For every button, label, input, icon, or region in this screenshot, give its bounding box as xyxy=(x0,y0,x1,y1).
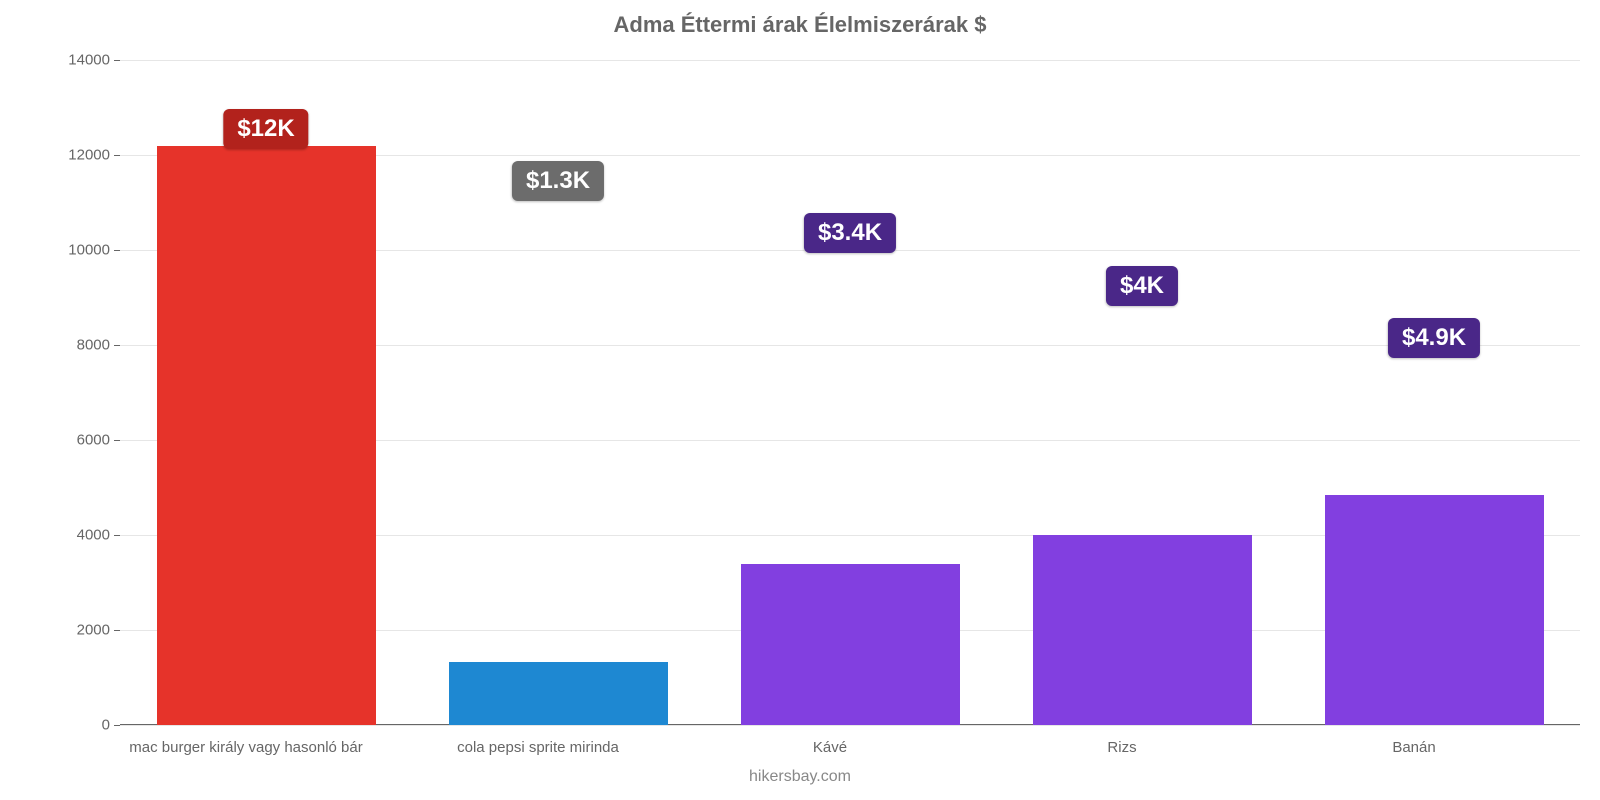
chart-caption: hikersbay.com xyxy=(0,768,1600,786)
value-badge: $4.9K xyxy=(1388,318,1480,358)
ytick-label: 4000 xyxy=(77,527,120,544)
ytick-label: 0 xyxy=(102,717,120,734)
bar xyxy=(449,662,668,725)
ytick-label: 6000 xyxy=(77,432,120,449)
xtick-label: mac burger király vagy hasonló bár xyxy=(129,725,362,756)
plot-area: 02000400060008000100001200014000$12Kmac … xyxy=(120,60,1580,725)
xtick-label: Rizs xyxy=(1107,725,1136,756)
gridline xyxy=(120,60,1580,61)
value-badge: $12K xyxy=(223,109,308,149)
value-badge: $3.4K xyxy=(804,213,896,253)
ytick-label: 12000 xyxy=(68,147,120,164)
bar xyxy=(1033,535,1252,725)
bar xyxy=(741,564,960,726)
xtick-label: Kávé xyxy=(813,725,847,756)
value-badge: $1.3K xyxy=(512,161,604,201)
xtick-label: cola pepsi sprite mirinda xyxy=(457,725,619,756)
value-badge: $4K xyxy=(1106,266,1178,306)
ytick-label: 14000 xyxy=(68,52,120,69)
xtick-label: Banán xyxy=(1392,725,1435,756)
price-bar-chart: Adma Éttermi árak Élelmiszerárak $ 02000… xyxy=(0,0,1600,800)
chart-title: Adma Éttermi árak Élelmiszerárak $ xyxy=(0,12,1600,38)
bar xyxy=(1325,495,1544,725)
ytick-label: 8000 xyxy=(77,337,120,354)
ytick-label: 10000 xyxy=(68,242,120,259)
bar xyxy=(157,146,376,726)
ytick-label: 2000 xyxy=(77,622,120,639)
